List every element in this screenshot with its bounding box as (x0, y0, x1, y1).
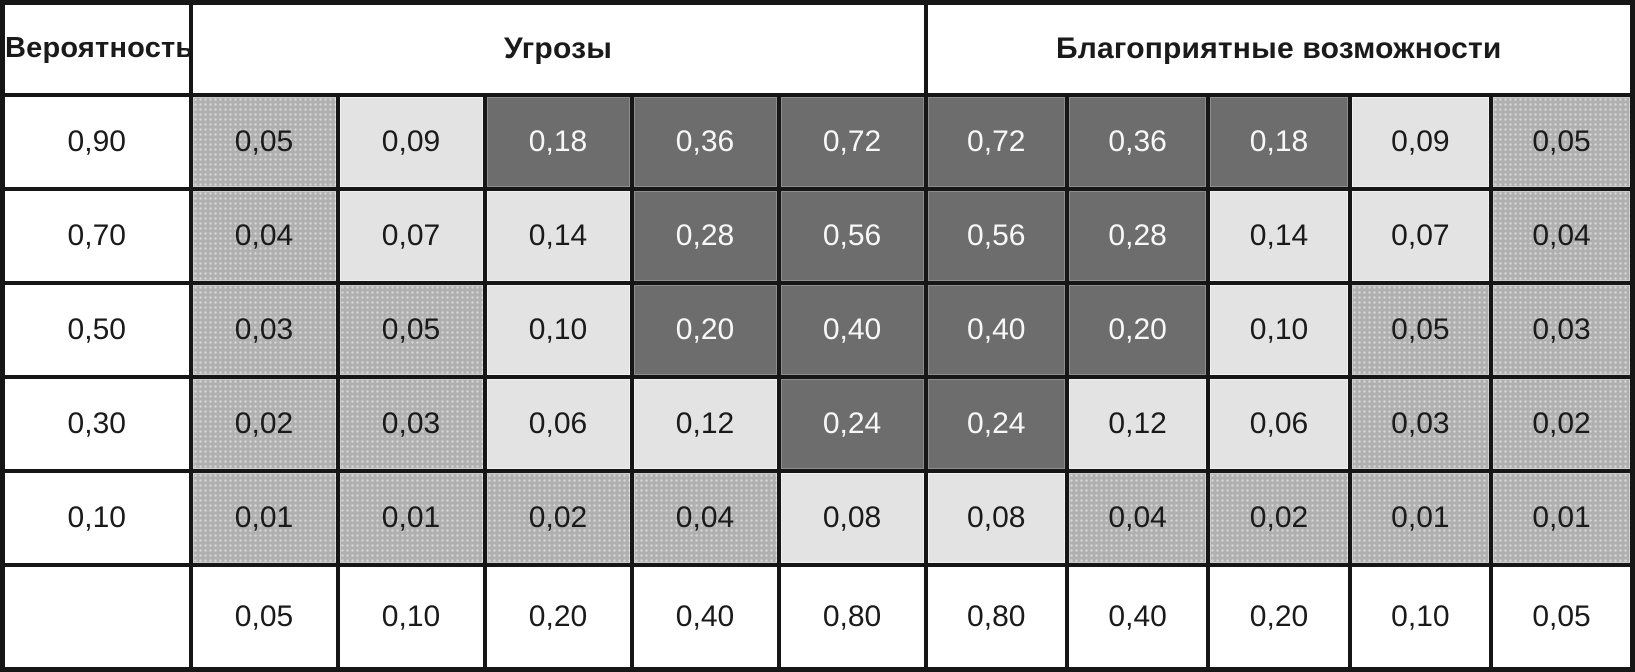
score-cell: 0,05 (188, 562, 340, 672)
score-cell: 0,56 (776, 186, 928, 285)
table-row: 0,05 0,10 0,20 0,40 0,80 0,80 0,40 0,20 0,10 0,05 (0, 562, 1635, 672)
score-cell: 0,10 (1206, 280, 1352, 379)
score-cell: 0,05 (1489, 92, 1635, 191)
score-cell: 0,08 (923, 468, 1069, 567)
score-cell: 0,05 (1489, 562, 1635, 672)
score-cell: 0,06 (1206, 374, 1352, 473)
score-cell: 0,04 (188, 186, 340, 285)
score-cell: 0,36 (1064, 92, 1211, 191)
score-cell: 0,01 (188, 468, 340, 567)
table-row: 0,10 0,01 0,01 0,02 0,04 0,08 0,08 0,04 0,02 0,01… (0, 468, 1635, 567)
score-cell: 0,10 (1347, 562, 1494, 672)
score-cell: 0,20 (629, 280, 781, 379)
score-cell: 0,01 (1489, 468, 1635, 567)
score-cell: 0,24 (923, 374, 1069, 473)
score-cell: 0,05 (335, 280, 487, 379)
score-cell: 0,20 (1064, 280, 1211, 379)
score-cell: 0,08 (776, 468, 928, 567)
probability-cell: 0,50 (0, 280, 193, 379)
score-cell: 0,40 (923, 280, 1069, 379)
score-cell: 0,05 (188, 92, 340, 191)
score-cell: 0,12 (1064, 374, 1211, 473)
score-cell: 0,80 (776, 562, 928, 672)
probability-cell: 0,10 (0, 468, 193, 567)
threats-header: Угрозы (188, 0, 928, 97)
score-cell: 0,28 (1064, 186, 1211, 285)
probability-cell (0, 562, 193, 672)
header-row: Вероятность Угрозы Благоприятные возможн… (0, 0, 1635, 97)
score-cell: 0,04 (1489, 186, 1635, 285)
score-cell: 0,02 (1206, 468, 1352, 567)
score-cell: 0,20 (482, 562, 634, 672)
score-cell: 0,10 (482, 280, 634, 379)
probability-cell: 0,30 (0, 374, 193, 473)
matrix-body: 0,90 0,05 0,09 0,18 0,36 0,72 0,72 0,36 0,18 0,09… (0, 92, 1635, 672)
score-cell: 0,20 (1206, 562, 1352, 672)
score-cell: 0,18 (482, 92, 634, 191)
score-cell: 0,01 (1347, 468, 1494, 567)
score-cell: 0,01 (335, 468, 487, 567)
score-cell: 0,03 (1489, 280, 1635, 379)
score-cell: 0,40 (1064, 562, 1211, 672)
score-cell: 0,06 (482, 374, 634, 473)
score-cell: 0,72 (776, 92, 928, 191)
score-cell: 0,07 (1347, 186, 1494, 285)
probability-cell: 0,90 (0, 92, 193, 191)
score-cell: 0,28 (629, 186, 781, 285)
score-cell: 0,72 (923, 92, 1069, 191)
score-cell: 0,02 (1489, 374, 1635, 473)
table-row: 0,90 0,05 0,09 0,18 0,36 0,72 0,72 0,36 0,18 0,09… (0, 92, 1635, 191)
score-cell: 0,07 (335, 186, 487, 285)
score-cell: 0,14 (482, 186, 634, 285)
score-cell: 0,56 (923, 186, 1069, 285)
score-cell: 0,24 (776, 374, 928, 473)
table-row: 0,30 0,02 0,03 0,06 0,12 0,24 0,24 0,12 0,06 0,03… (0, 374, 1635, 473)
score-cell: 0,03 (1347, 374, 1494, 473)
opportunities-header: Благоприятные возможности (923, 0, 1635, 97)
score-cell: 0,02 (482, 468, 634, 567)
probability-header: Вероятность (0, 0, 193, 97)
score-cell: 0,03 (335, 374, 487, 473)
score-cell: 0,10 (335, 562, 487, 672)
score-cell: 0,40 (776, 280, 928, 379)
score-cell: 0,14 (1206, 186, 1352, 285)
score-cell: 0,02 (188, 374, 340, 473)
score-cell: 0,12 (629, 374, 781, 473)
score-cell: 0,80 (923, 562, 1069, 672)
score-cell: 0,09 (1347, 92, 1494, 191)
score-cell: 0,04 (629, 468, 781, 567)
score-cell: 0,04 (1064, 468, 1211, 567)
score-cell: 0,18 (1206, 92, 1352, 191)
score-cell: 0,03 (188, 280, 340, 379)
probability-cell: 0,70 (0, 186, 193, 285)
matrix-header: Вероятность Угрозы Благоприятные возможн… (0, 0, 1635, 97)
score-cell: 0,36 (629, 92, 781, 191)
score-cell: 0,09 (335, 92, 487, 191)
score-cell: 0,40 (629, 562, 781, 672)
table-row: 0,50 0,03 0,05 0,10 0,20 0,40 0,40 0,20 0,10 0,05… (0, 280, 1635, 379)
table-row: 0,70 0,04 0,07 0,14 0,28 0,56 0,56 0,28 0,14 0,07… (0, 186, 1635, 285)
score-cell: 0,05 (1347, 280, 1494, 379)
